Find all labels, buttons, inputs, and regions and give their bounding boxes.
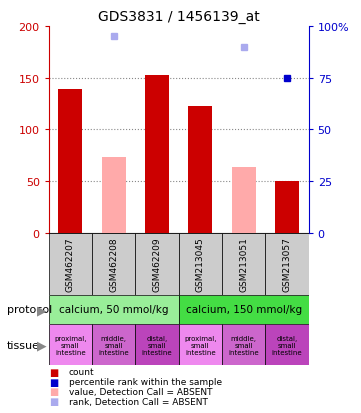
Title: GDS3831 / 1456139_at: GDS3831 / 1456139_at: [98, 10, 260, 24]
Bar: [222, 324, 265, 366]
Bar: [179, 324, 222, 366]
Text: ■: ■: [49, 367, 58, 377]
Text: GSM462209: GSM462209: [153, 237, 161, 292]
Text: GSM462207: GSM462207: [66, 237, 75, 292]
Text: GSM213057: GSM213057: [283, 237, 291, 292]
Bar: [179, 233, 222, 295]
Bar: [92, 233, 135, 295]
Text: ■: ■: [49, 377, 58, 387]
Text: middle,
small
intestine: middle, small intestine: [99, 335, 129, 355]
Text: GSM213045: GSM213045: [196, 237, 205, 292]
Bar: [49, 233, 92, 295]
Bar: [49, 295, 179, 324]
Bar: [58, 90, 82, 233]
Text: GSM462208: GSM462208: [109, 237, 118, 292]
Text: proximal,
small
intestine: proximal, small intestine: [54, 335, 87, 355]
Bar: [222, 233, 265, 295]
Text: rank, Detection Call = ABSENT: rank, Detection Call = ABSENT: [69, 397, 208, 406]
Text: GSM213051: GSM213051: [239, 237, 248, 292]
Text: count: count: [69, 367, 94, 376]
Bar: [92, 324, 135, 366]
Bar: [275, 182, 299, 233]
Text: ■: ■: [49, 396, 58, 406]
Text: ▶: ▶: [37, 303, 46, 316]
Bar: [179, 295, 309, 324]
Bar: [135, 324, 179, 366]
Text: ■: ■: [49, 387, 58, 396]
Text: percentile rank within the sample: percentile rank within the sample: [69, 377, 222, 386]
Bar: [135, 233, 179, 295]
Text: value, Detection Call = ABSENT: value, Detection Call = ABSENT: [69, 387, 212, 396]
Text: proximal,
small
intestine: proximal, small intestine: [184, 335, 217, 355]
Text: calcium, 50 mmol/kg: calcium, 50 mmol/kg: [59, 305, 169, 315]
Text: tissue: tissue: [7, 340, 40, 350]
Bar: [145, 75, 169, 233]
Bar: [188, 106, 212, 233]
Bar: [102, 158, 126, 233]
Bar: [49, 324, 92, 366]
Text: distal,
small
intestine: distal, small intestine: [142, 335, 172, 355]
Text: middle,
small
intestine: middle, small intestine: [229, 335, 259, 355]
Bar: [265, 233, 309, 295]
Text: calcium, 150 mmol/kg: calcium, 150 mmol/kg: [186, 305, 302, 315]
Text: protocol: protocol: [7, 305, 52, 315]
Text: distal,
small
intestine: distal, small intestine: [272, 335, 302, 355]
Text: ▶: ▶: [37, 338, 46, 351]
Bar: [265, 324, 309, 366]
Bar: [232, 167, 256, 233]
